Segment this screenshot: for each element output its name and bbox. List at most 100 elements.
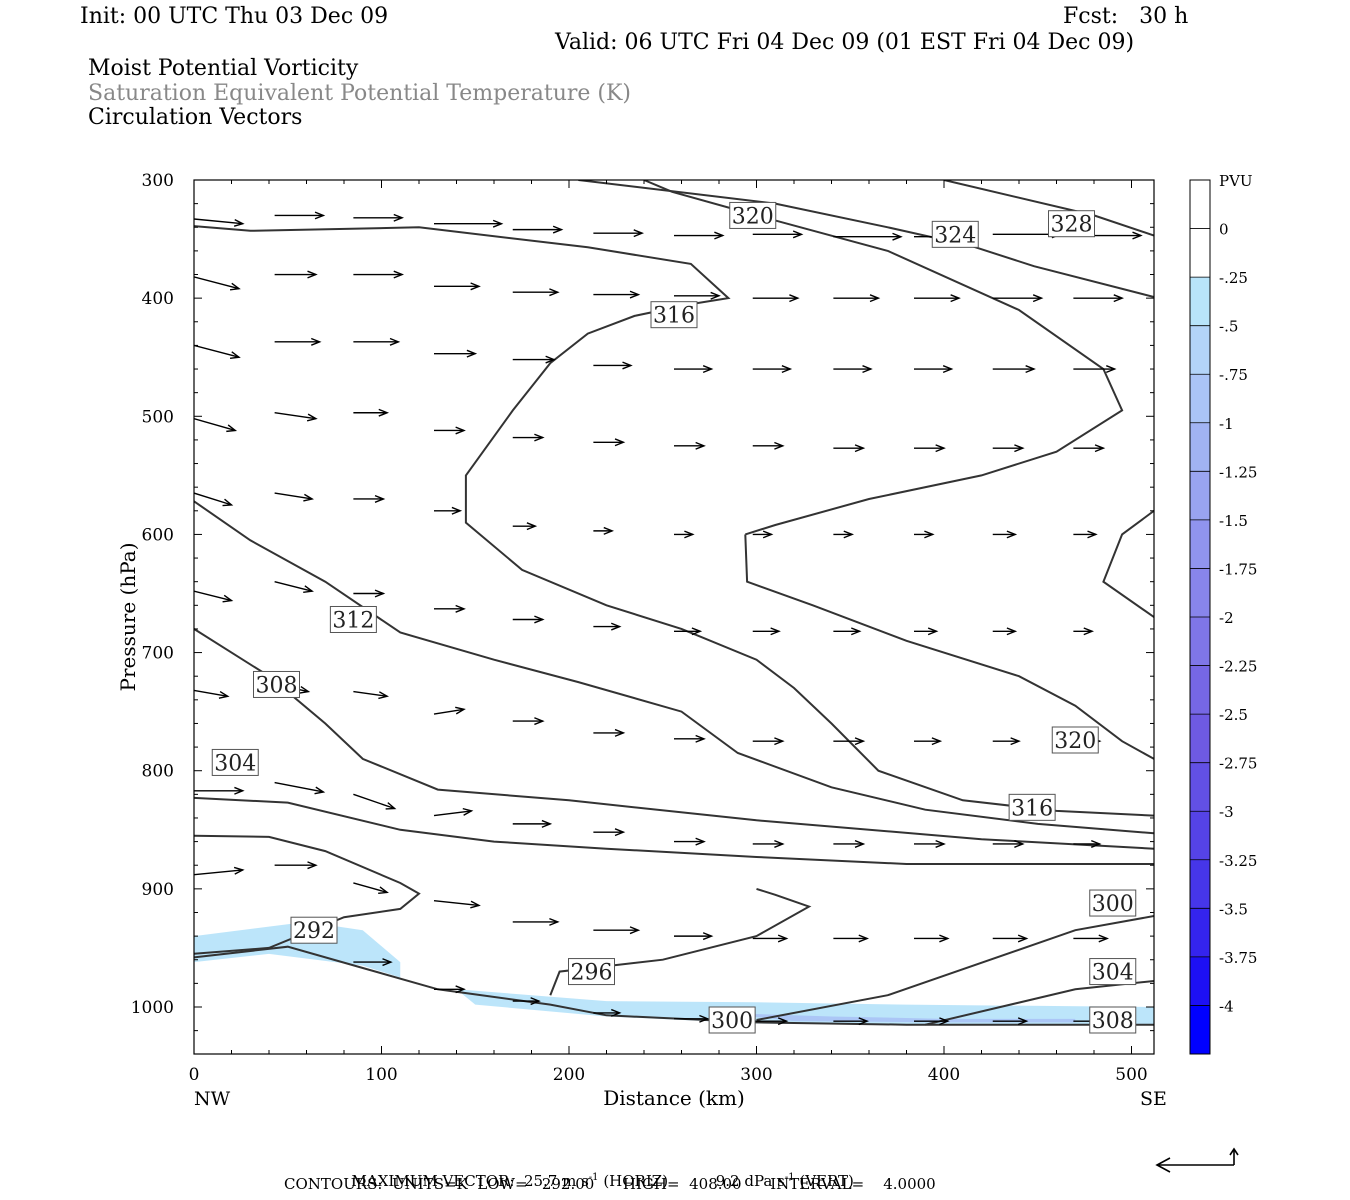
circulation-vector — [752, 530, 774, 539]
contour-labels: 320 324 328 316 312 308 304 320 316 300 292 296 304 3… — [211, 201, 1137, 1034]
contour-label-box — [290, 916, 338, 944]
colorbar-label: -4 — [1219, 997, 1234, 1015]
vector-head — [603, 526, 615, 535]
colorbar-label: -1.5 — [1219, 512, 1248, 530]
circulation-vector — [434, 604, 466, 613]
y-axis-title: Pressure (hPa) — [116, 543, 140, 692]
circulation-vector — [512, 433, 545, 442]
theta-es-contour-292 — [549, 887, 812, 996]
theta-es-contour-316 — [194, 500, 1154, 835]
colorbar-label: -1.25 — [1219, 463, 1257, 481]
contour-label: 328 — [1051, 213, 1093, 238]
vector-shaft — [194, 417, 236, 432]
vector-head — [614, 828, 626, 837]
vector-head — [222, 498, 234, 507]
circulation-vector — [593, 728, 626, 737]
colorbar-swatch — [1190, 956, 1210, 1006]
contour-label: 320 — [732, 204, 774, 229]
circulation-vector — [512, 997, 541, 1006]
colorbar-swatch — [1190, 859, 1210, 909]
colorbar-swatch — [1190, 811, 1210, 861]
theta-es-contour-320 — [744, 534, 1154, 760]
contour-label-box — [1089, 958, 1137, 986]
vector-head — [950, 294, 961, 303]
circulation-vector — [434, 985, 466, 994]
circulation-vector — [752, 839, 785, 848]
vector-head — [1014, 444, 1025, 453]
circulation-vector — [752, 441, 785, 450]
circulation-vector — [593, 926, 641, 935]
max-vert-value: 9.2 dPa s — [715, 1172, 785, 1190]
vector-head — [1113, 294, 1125, 303]
circulation-vector — [674, 231, 725, 240]
contour-label-box — [708, 1006, 756, 1034]
x-tick-label: 500 — [1115, 1065, 1147, 1085]
contour-label: 308 — [1092, 1009, 1134, 1034]
circulation-vector — [353, 690, 389, 700]
colorbar-swatch — [1190, 519, 1210, 569]
circulation-vector — [274, 412, 318, 422]
vector-head — [762, 530, 774, 539]
vector-head — [492, 219, 504, 228]
circulation-vector — [194, 866, 245, 876]
vector-head — [770, 627, 781, 636]
colorbar-label: -1.75 — [1219, 560, 1257, 578]
circulation-vector — [433, 807, 474, 817]
contour-label-box — [729, 201, 777, 229]
circulation-vector — [274, 781, 326, 795]
vector-head — [534, 615, 545, 624]
contour-label-box — [1048, 210, 1095, 238]
vector-head — [927, 627, 939, 636]
circulation-vector — [434, 282, 481, 291]
vector-head — [622, 361, 633, 370]
vector-head — [541, 819, 553, 828]
vector-head — [374, 589, 386, 598]
vector-head — [777, 1017, 789, 1026]
circulation-vector — [752, 627, 781, 636]
colorbar-swatch — [1190, 714, 1210, 764]
vector-shaft — [194, 276, 240, 290]
colorbar-label: -2.75 — [1219, 755, 1257, 773]
vector-head — [695, 837, 706, 846]
circulation-vector — [1073, 294, 1125, 303]
vector-head — [774, 839, 785, 848]
vector-head — [299, 685, 311, 694]
vector-head — [1087, 530, 1098, 539]
vector-head — [1010, 737, 1021, 746]
contour-label: 296 — [571, 961, 613, 986]
contour-label-box — [650, 301, 698, 329]
vector-shaft — [353, 882, 388, 894]
vector-head — [843, 530, 855, 539]
circulation-vector — [434, 219, 504, 228]
vector-head — [1025, 365, 1036, 374]
circulation-vector — [992, 294, 1044, 303]
contour-label-box — [1051, 726, 1099, 754]
contour-label-box — [211, 748, 259, 776]
circulation-vector — [194, 344, 241, 360]
circulation-vector — [512, 522, 538, 531]
pv-colorbar: 0 -.25 -.5 -.75 -1 -1.25 -1.5 -1.75 -2 -2.25 -2.5 -… — [1189, 179, 1257, 1055]
vector-head — [684, 530, 695, 539]
vector-shaft — [274, 492, 313, 500]
circulation-vector — [512, 717, 545, 726]
circulation-vector — [194, 417, 238, 433]
vector-head — [942, 365, 954, 374]
contour-label: 324 — [934, 223, 976, 248]
vector-head — [691, 627, 703, 636]
vector-head — [451, 506, 463, 515]
circulation-vector — [274, 492, 314, 502]
circulation-vector — [992, 627, 1018, 636]
circulation-vector — [434, 506, 463, 515]
circulation-vector — [512, 819, 553, 828]
vector-shaft — [433, 810, 472, 817]
vector-head — [307, 861, 318, 870]
circulation-vector — [833, 934, 870, 943]
circulation-vector — [752, 934, 789, 943]
vector-head — [378, 408, 390, 417]
x-endpoint-nw: NW — [194, 1088, 231, 1110]
circulation-vector — [833, 530, 855, 539]
vector-head — [774, 441, 785, 450]
x-tick-label: 100 — [365, 1065, 397, 1085]
circulation-vector — [914, 934, 950, 943]
vector-head — [789, 294, 800, 303]
